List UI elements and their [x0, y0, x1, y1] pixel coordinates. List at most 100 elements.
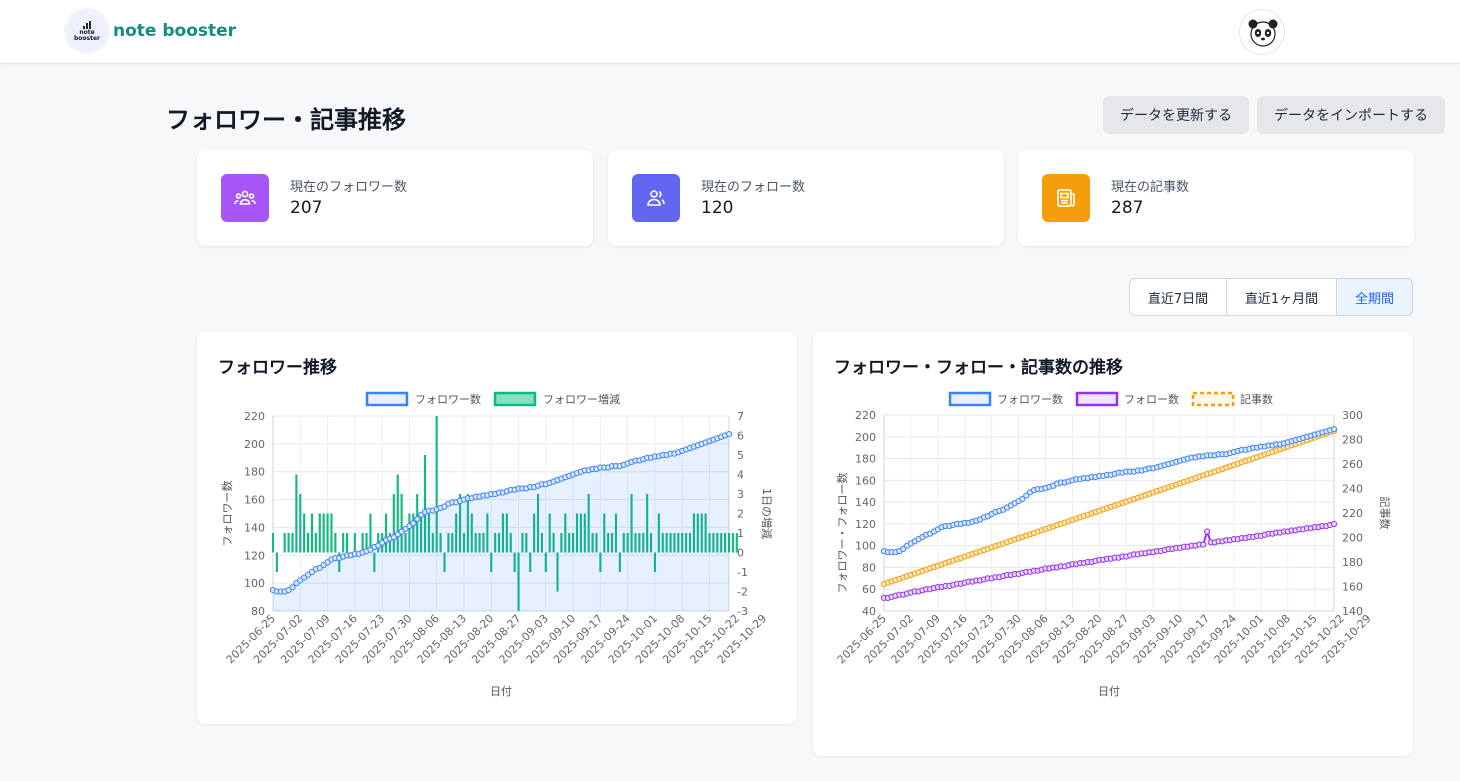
diff-bar: [720, 533, 723, 553]
x-axis-label: 日付: [490, 685, 512, 698]
diff-bar: [735, 533, 738, 553]
y2-tick-label: 200: [1342, 532, 1363, 545]
diff-bar: [400, 494, 403, 553]
diff-bar: [326, 513, 329, 553]
followers-point: [1330, 426, 1338, 433]
diff-bar: [724, 533, 727, 553]
diff-bar: [712, 533, 715, 553]
diff-bar: [677, 533, 680, 553]
diff-bar: [560, 533, 563, 553]
legend-label: 記事数: [1240, 392, 1273, 406]
diff-bar: [579, 513, 582, 553]
diff-bar: [501, 513, 505, 553]
diff-bar: [564, 513, 567, 553]
diff-bar: [552, 533, 555, 553]
diff-bar: [513, 552, 516, 572]
diff-bar: [540, 533, 543, 553]
diff-bar: [408, 513, 411, 553]
diff-bar: [420, 513, 423, 553]
y-tick-label: 160: [855, 474, 876, 487]
legend-swatch: [1191, 391, 1235, 407]
diff-bar: [287, 533, 290, 553]
diff-bar: [470, 513, 473, 553]
diff-bar: [427, 513, 430, 553]
diff-bar: [459, 494, 462, 553]
diff-bar: [455, 513, 458, 553]
y-tick-label: 180: [244, 466, 265, 479]
stat-card-follows: 現在のフォロー数 120: [608, 150, 1004, 246]
diff-bar: [318, 513, 321, 553]
y2-tick-label: 7: [737, 410, 744, 423]
y-tick-label: 180: [855, 453, 876, 466]
diff-bar: [486, 513, 489, 553]
diff-bar: [443, 552, 446, 572]
y2-tick-label: 3: [737, 488, 744, 501]
y2-tick-label: -2: [737, 586, 748, 599]
stat-label: 現在のフォロー数: [701, 180, 806, 195]
diff-bar: [439, 533, 442, 553]
diff-bar: [369, 513, 372, 553]
y2-tick-label: 180: [1342, 556, 1363, 569]
diff-bar: [431, 533, 434, 553]
diff-bar: [310, 513, 314, 553]
diff-bar: [731, 533, 734, 553]
diff-bar: [630, 494, 633, 553]
diff-bar: [388, 533, 391, 553]
diff-bar: [653, 552, 657, 572]
y2-tick-label: 220: [1342, 507, 1363, 520]
legend-swatch: [948, 391, 992, 407]
avatar[interactable]: [1239, 9, 1285, 55]
y2-tick-label: 0: [737, 547, 744, 560]
range-7days-button[interactable]: 直近7日間: [1130, 279, 1227, 315]
range-1month-button[interactable]: 直近1ヶ月間: [1227, 279, 1337, 315]
diff-bar: [416, 494, 419, 553]
diff-bar: [536, 494, 540, 553]
combined-chart-card: フォロワー・フォロー・記事数の推移 フォロワー数 フォロー数 記事数 40 60 80 10…: [813, 332, 1413, 756]
diff-bar: [599, 552, 602, 572]
app-name[interactable]: note booster: [113, 21, 237, 41]
range-all-button[interactable]: 全期間: [1337, 279, 1412, 315]
import-data-button[interactable]: データをインポートする: [1257, 96, 1445, 134]
diff-bar: [603, 513, 606, 553]
y-tick-label: 40: [862, 605, 876, 618]
diff-bar: [497, 533, 501, 553]
diff-bar: [634, 533, 637, 553]
diff-bar: [618, 552, 621, 572]
diff-bar: [412, 513, 415, 553]
y2-tick-label: 160: [1342, 581, 1363, 594]
diff-bar: [330, 513, 333, 553]
stat-value: 287: [1111, 198, 1144, 218]
diff-bar: [478, 533, 481, 553]
stat-label: 現在の記事数: [1111, 180, 1190, 195]
logo-icon[interactable]: note booster: [64, 8, 110, 54]
diff-bar: [334, 533, 337, 553]
diff-bar: [392, 494, 395, 553]
diff-bar: [482, 533, 485, 553]
y2-tick-label: 6: [737, 430, 744, 443]
stat-card-followers: 現在のフォロワー数 207: [197, 150, 593, 246]
stat-card-articles: 現在の記事数 287: [1018, 150, 1414, 246]
diff-bar: [396, 474, 399, 553]
legend-swatch: [1075, 391, 1119, 407]
stat-label: 現在のフォロワー数: [290, 180, 408, 195]
diff-bar: [583, 513, 586, 553]
range-selector: 直近7日間 直近1ヶ月間 全期間: [1129, 278, 1413, 316]
diff-bar: [727, 533, 731, 553]
diff-bar: [295, 474, 298, 553]
diff-bar: [283, 533, 286, 553]
diff-bar: [611, 533, 614, 553]
stat-value: 207: [290, 198, 323, 218]
refresh-data-button[interactable]: データを更新する: [1103, 96, 1249, 134]
diff-bar: [353, 533, 356, 553]
diff-bar: [595, 533, 598, 553]
diff-bar: [587, 494, 590, 553]
diff-bar: [692, 513, 695, 553]
top-bar: note booster note booster: [0, 0, 1460, 64]
follows-point: [1200, 541, 1207, 548]
diff-bar: [299, 494, 302, 553]
followers-point: [1023, 492, 1030, 499]
y-axis-label: フォロワー・フォロー数: [836, 473, 849, 594]
followers-point: [725, 431, 733, 438]
diff-bar: [474, 533, 477, 553]
follows-point: [1203, 528, 1211, 535]
